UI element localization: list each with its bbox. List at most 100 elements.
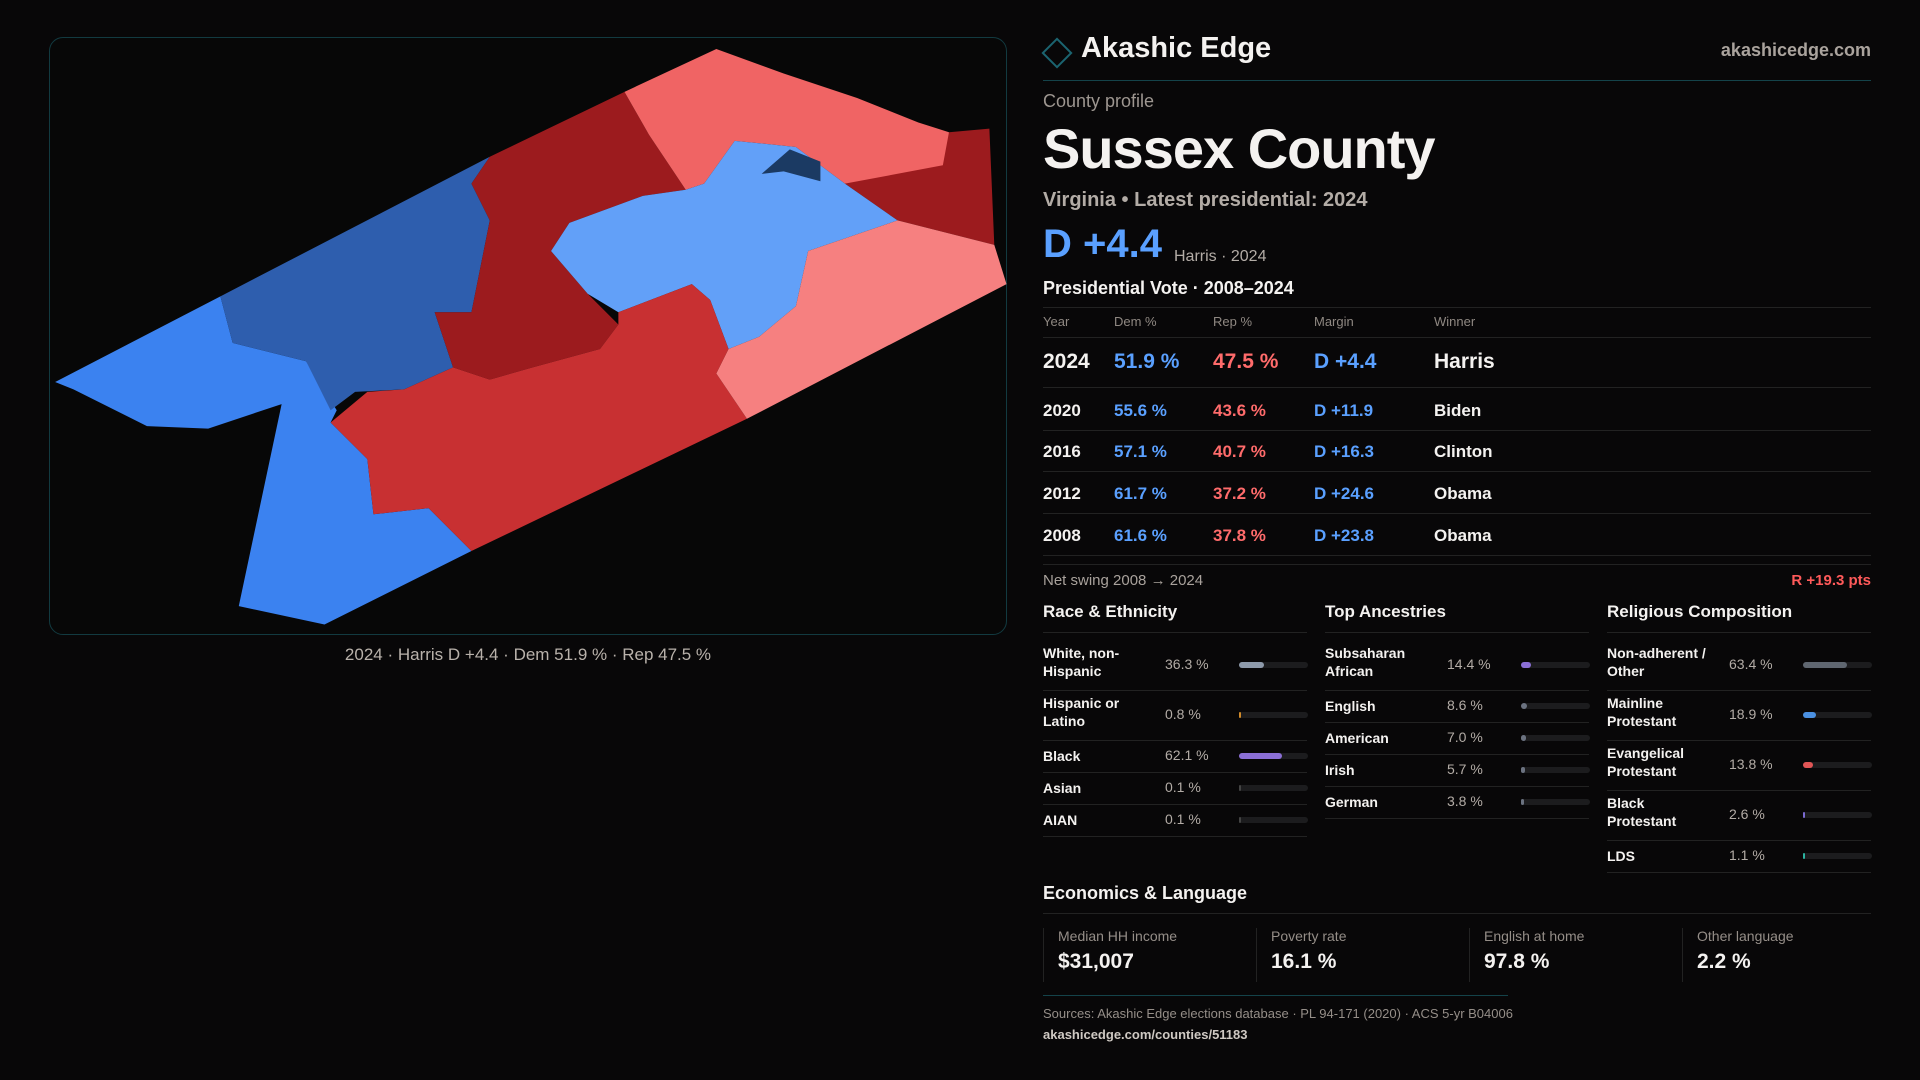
cell-year: 2024: [1043, 350, 1090, 373]
county-url[interactable]: akashicedge.com/counties/51183: [1043, 1027, 1248, 1042]
divider: [1325, 632, 1589, 633]
item-value: 0.8 %: [1165, 706, 1201, 722]
stat-value: 2.2 %: [1697, 950, 1751, 973]
eyebrow: County profile: [1043, 91, 1155, 111]
stat-label: Median HH income: [1058, 928, 1178, 944]
cell-rep: 40.7 %: [1213, 442, 1266, 461]
item-value: 8.6 %: [1447, 697, 1483, 713]
map-region-lean-r[interactable]: [716, 220, 1007, 419]
section-title: Religious Composition: [1607, 602, 1793, 621]
item-value: 63.4 %: [1729, 656, 1773, 672]
item-label: English: [1325, 698, 1376, 714]
item-label: German: [1325, 794, 1378, 810]
bar-fill: [1803, 662, 1847, 668]
cell-dem: 57.1 %: [1114, 442, 1167, 461]
divider: [1325, 690, 1589, 691]
bar-track: [1803, 662, 1872, 668]
divider: [1043, 913, 1871, 914]
bar-track: [1239, 712, 1308, 718]
map-region-mid-r[interactable]: [330, 284, 747, 552]
item-value: 3.8 %: [1447, 793, 1483, 809]
item-value: 0.1 %: [1165, 811, 1201, 827]
map-region-lean-d[interactable]: [220, 156, 490, 411]
bar-fill: [1521, 735, 1526, 741]
item-label: Asian: [1043, 780, 1082, 796]
map-region-navy[interactable]: [761, 149, 821, 182]
bar-fill: [1521, 662, 1531, 668]
map-region-light-d[interactable]: [551, 140, 898, 349]
site-link[interactable]: akashicedge.com: [1720, 40, 1871, 60]
divider: [1043, 690, 1307, 691]
stat-card: Median HH income $31,007: [1043, 928, 1256, 982]
divider: [1043, 772, 1307, 773]
cell-winner: Obama: [1434, 484, 1492, 503]
divider: [1043, 555, 1871, 556]
cell-margin: D +11.9: [1314, 401, 1374, 420]
stat-value: 97.8 %: [1484, 950, 1550, 973]
presidential-vote-title: Presidential Vote · 2008–2024: [1043, 278, 1294, 298]
cell-winner: Harris: [1434, 350, 1495, 373]
item-value: 7.0 %: [1447, 729, 1483, 745]
section-title: Race & Ethnicity: [1043, 602, 1178, 621]
stat-value: $31,007: [1058, 950, 1134, 973]
stat-card: Poverty rate 16.1 %: [1256, 928, 1469, 982]
bar-fill: [1803, 812, 1805, 818]
cell-rep: 37.2 %: [1213, 484, 1266, 503]
map-region-strong-r-east[interactable]: [844, 128, 995, 245]
cell-winner: Biden: [1434, 401, 1482, 420]
net-swing-label: Net swing 2008 → 2024: [1043, 572, 1204, 589]
bar-track: [1803, 762, 1872, 768]
stat-value: 16.1 %: [1271, 950, 1337, 973]
bar-track: [1521, 703, 1590, 709]
stat-card: Other language 2.2 %: [1682, 928, 1895, 982]
economics-title: Economics & Language: [1043, 883, 1248, 903]
stat-label: English at home: [1484, 928, 1585, 944]
map-region-light-r[interactable]: [624, 48, 949, 190]
column-header: Margin: [1314, 314, 1354, 329]
cell-margin: D +4.4: [1314, 350, 1377, 373]
sources: Sources: Akashic Edge elections database…: [1043, 1006, 1513, 1021]
bar-fill: [1521, 703, 1527, 709]
divider: [1607, 740, 1871, 741]
item-value: 2.6 %: [1729, 806, 1765, 822]
map-region-strong-r[interactable]: [434, 91, 686, 380]
bar-fill: [1803, 853, 1805, 859]
divider: [1607, 840, 1871, 841]
item-label: American: [1325, 730, 1389, 746]
divider: [1043, 804, 1307, 805]
divider: [1043, 564, 1871, 565]
bar-track: [1803, 812, 1872, 818]
latest-margin: D +4.4: [1043, 222, 1162, 266]
footer-divider: [1043, 995, 1508, 996]
item-label: Black Protestant: [1607, 795, 1677, 829]
item-value: 5.7 %: [1447, 761, 1483, 777]
column-header: Rep %: [1213, 314, 1253, 329]
cell-margin: D +23.8: [1314, 526, 1375, 545]
item-label: Subsaharan African: [1325, 645, 1406, 679]
divider: [1043, 430, 1871, 431]
bar-track: [1803, 853, 1872, 859]
map-region-strong-d[interactable]: [55, 296, 472, 625]
bar-fill: [1239, 712, 1241, 718]
bar-track: [1239, 817, 1308, 823]
divider: [1607, 690, 1871, 691]
item-label: LDS: [1607, 848, 1635, 864]
item-value: 1.1 %: [1729, 847, 1765, 863]
bar-track: [1521, 767, 1590, 773]
bar-fill: [1521, 799, 1524, 805]
item-label: Non-adherent / Other: [1607, 645, 1706, 679]
item-value: 36.3 %: [1165, 656, 1209, 672]
divider: [1043, 836, 1307, 837]
cell-year: 2012: [1043, 484, 1081, 503]
divider: [1607, 790, 1871, 791]
cell-rep: 43.6 %: [1213, 401, 1266, 420]
item-value: 13.8 %: [1729, 756, 1773, 772]
cell-year: 2020: [1043, 401, 1081, 420]
divider: [1043, 632, 1307, 633]
divider: [1043, 471, 1871, 472]
bar-track: [1803, 712, 1872, 718]
header-divider: [1043, 80, 1871, 81]
item-value: 0.1 %: [1165, 779, 1201, 795]
map-caption: 2024 · Harris D +4.4 · Dem 51.9 % · Rep …: [344, 645, 712, 664]
bar-track: [1239, 785, 1308, 791]
